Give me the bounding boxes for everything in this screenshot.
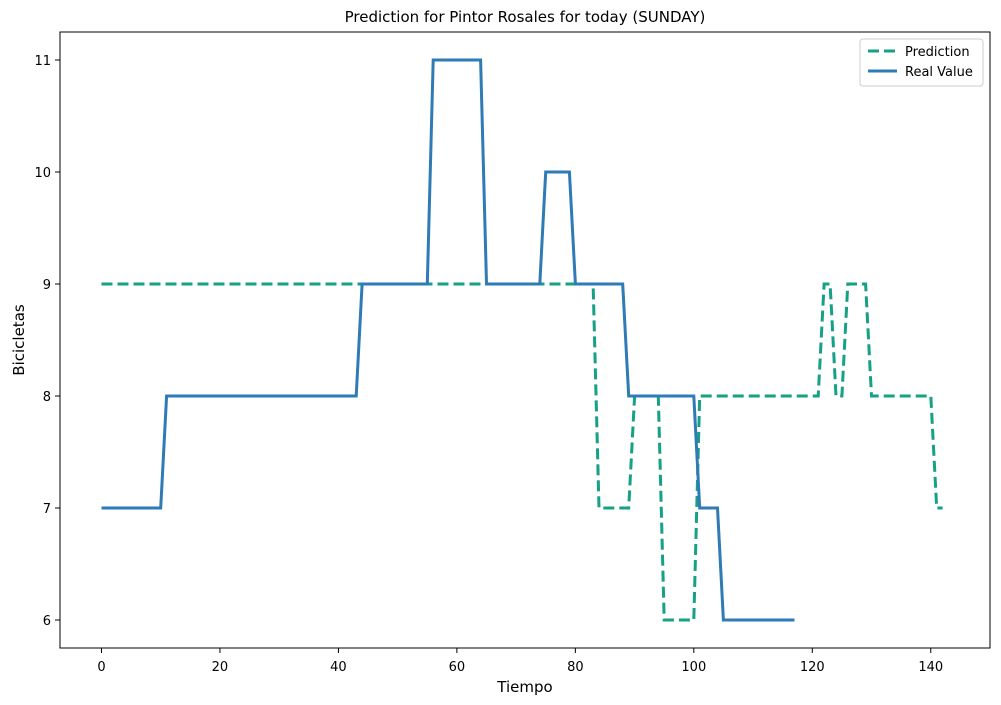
y-tick-label: 10 [34, 166, 51, 181]
y-tick-label: 9 [43, 278, 51, 293]
x-tick-label: 120 [800, 660, 825, 675]
chart-title: Prediction for Pintor Rosales for today … [345, 8, 706, 26]
y-tick-label: 7 [43, 502, 51, 517]
legend-real-value-label: Real Value [905, 65, 973, 80]
x-axis-label: Tiempo [496, 678, 552, 696]
legend-prediction-label: Prediction [905, 45, 970, 60]
y-axis-label: Bicicletas [10, 304, 28, 376]
x-tick-label: 40 [330, 660, 347, 675]
x-tick-label: 140 [918, 660, 943, 675]
x-tick-label: 80 [567, 660, 584, 675]
y-tick-label: 8 [43, 390, 51, 405]
x-tick-label: 100 [681, 660, 706, 675]
plot-frame [59, 31, 991, 649]
series-lines [101, 58, 943, 622]
prediction-line [101, 282, 943, 622]
legend: Prediction Real Value [859, 38, 984, 87]
y-tick-label: 6 [43, 614, 51, 629]
real-value-line [101, 58, 795, 622]
x-tick-label: 20 [212, 660, 229, 675]
y-tick-label: 11 [34, 54, 51, 69]
x-tick-label: 0 [97, 660, 105, 675]
ticks: 0 20 40 60 80 100 120 140 6 7 8 9 10 11 [34, 54, 943, 675]
x-tick-label: 60 [449, 660, 466, 675]
